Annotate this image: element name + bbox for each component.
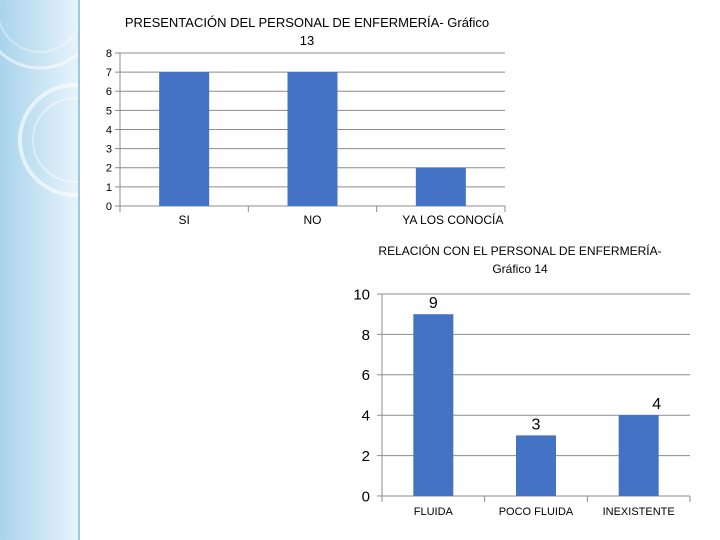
x-category-label: INEXISTENTE <box>603 506 675 518</box>
x-category-label: YA LOS CONOCÍA <box>402 212 503 227</box>
y-tick-label: 6 <box>362 367 370 384</box>
y-tick-label: 2 <box>362 448 370 465</box>
bar-si <box>159 72 210 206</box>
chart-title-line: RELACIÓN CON EL PERSONAL DE ENFERMERÍA- <box>378 243 661 258</box>
y-tick-label: 8 <box>106 48 112 60</box>
y-tick-label: 4 <box>106 124 112 136</box>
bar-fluida <box>413 314 454 496</box>
data-label: 4 <box>652 396 661 413</box>
y-tick-label: 2 <box>106 163 112 175</box>
chart-title-line: Gráfico 14 <box>492 262 548 276</box>
y-tick-label: 0 <box>362 488 370 505</box>
decorative-circles <box>0 0 80 197</box>
bar-inexistente <box>618 415 659 496</box>
y-tick-label: 6 <box>106 86 112 98</box>
decorative-side-band <box>0 0 80 540</box>
y-tick-label: 0 <box>106 201 112 213</box>
x-category-label: NO <box>304 213 322 227</box>
data-label: 9 <box>429 295 438 312</box>
bar-no <box>287 72 338 206</box>
data-label: 3 <box>532 416 541 433</box>
y-tick-label: 8 <box>362 327 370 344</box>
y-tick-label: 5 <box>106 105 112 117</box>
bar-ya-los-conocía <box>415 167 466 206</box>
chart-title-line: 13 <box>300 33 314 48</box>
bar-poco-fluida <box>516 435 556 496</box>
y-tick-label: 3 <box>106 144 112 156</box>
x-category-label: POCO FLUIDA <box>499 506 574 518</box>
y-tick-label: 10 <box>353 286 370 303</box>
x-category-label: SI <box>178 213 189 227</box>
x-category-label: FLUIDA <box>414 506 454 518</box>
y-tick-label: 1 <box>106 182 112 194</box>
y-tick-label: 4 <box>362 408 370 425</box>
y-tick-label: 7 <box>106 67 112 79</box>
chart-title-line: PRESENTACIÓN DEL PERSONAL DE ENFERMERÍA-… <box>125 15 489 30</box>
